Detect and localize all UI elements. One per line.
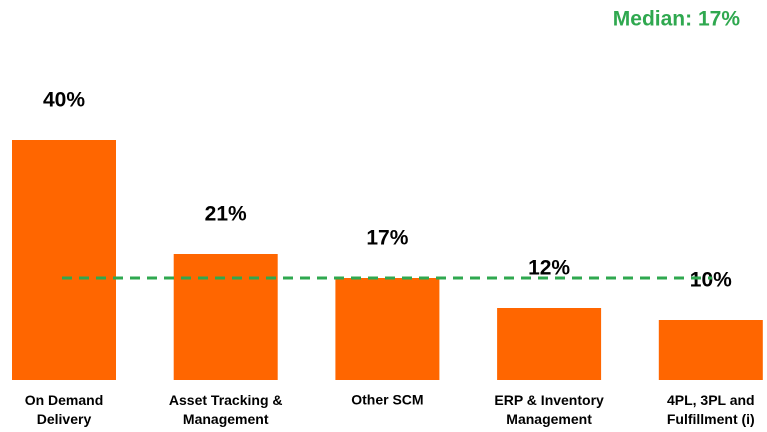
- median-label: Median: 17%: [613, 8, 741, 31]
- value-label: 40%: [43, 89, 85, 112]
- category-label: ERP & Inventory Management: [494, 392, 604, 427]
- value-label: 21%: [205, 203, 247, 226]
- value-label: 10%: [690, 269, 732, 292]
- category-label: Asset Tracking & Management: [169, 392, 283, 427]
- bar: [497, 308, 602, 380]
- bar: [335, 278, 440, 380]
- category-label: Other SCM: [351, 392, 423, 408]
- value-label: 12%: [528, 257, 570, 280]
- category-label: On Demand Delivery: [25, 392, 104, 427]
- bar: [12, 140, 116, 380]
- bar: [658, 320, 763, 380]
- value-label: 17%: [366, 227, 408, 250]
- bar: [173, 254, 278, 380]
- category-label: 4PL, 3PL and Fulfillment (i): [667, 392, 755, 427]
